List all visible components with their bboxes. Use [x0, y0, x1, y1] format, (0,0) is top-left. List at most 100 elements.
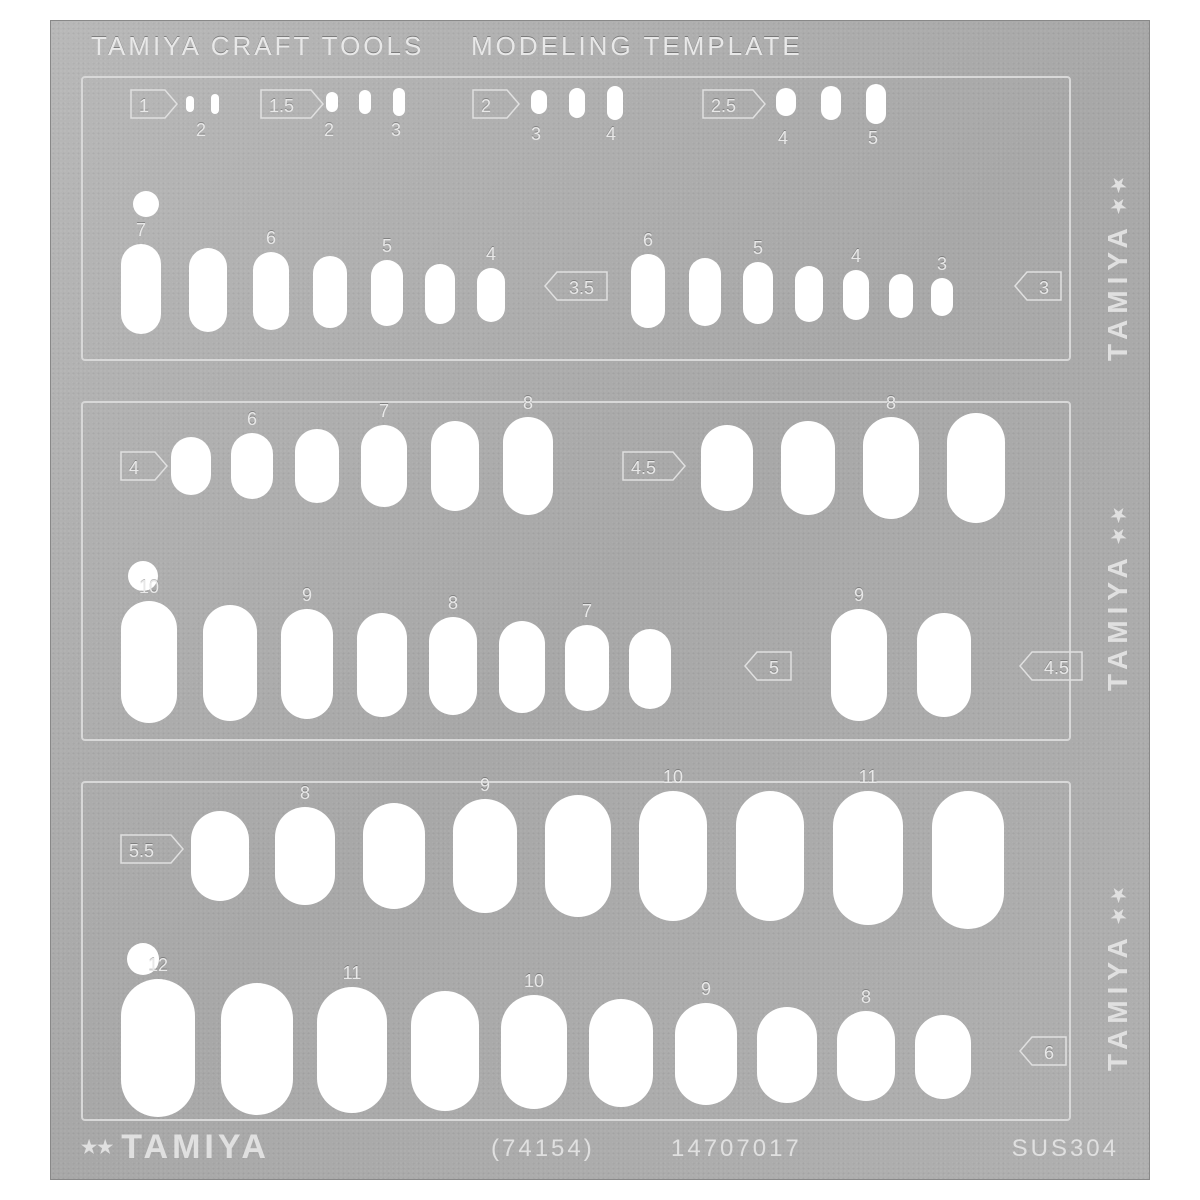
reference-circle — [133, 191, 159, 217]
size-tag: 3 — [1021, 276, 1057, 304]
star-icon: ★★ — [1107, 174, 1129, 216]
template-slot — [833, 791, 903, 925]
brand-name: TAMIYA — [1102, 552, 1134, 691]
template-slot — [429, 617, 477, 715]
panel-1 — [81, 76, 1071, 361]
size-tag-label: 4.5 — [1040, 658, 1073, 679]
template-slot — [121, 244, 161, 334]
slot-label: 7 — [379, 401, 389, 422]
template-slot — [631, 254, 665, 328]
slot-label: 5 — [382, 236, 392, 257]
template-slot — [211, 94, 219, 114]
size-tag: 2.5 — [701, 94, 753, 122]
template-slot — [393, 88, 405, 116]
template-slot — [326, 92, 338, 112]
template-slot — [757, 1007, 817, 1103]
brand-name: TAMIYA — [121, 1128, 270, 1167]
slot-label: 6 — [643, 230, 653, 251]
size-tag-label: 4 — [125, 458, 143, 479]
slot-label: 10 — [663, 767, 683, 788]
bottom-brand: ★★ TAMIYA — [81, 1128, 270, 1167]
template-slot — [503, 417, 553, 515]
slot-label: 6 — [247, 409, 257, 430]
template-slot — [499, 621, 545, 713]
template-slot — [701, 425, 753, 511]
template-slot — [781, 421, 835, 515]
template-slot — [863, 417, 919, 519]
template-slot — [281, 609, 333, 719]
size-tag-label: 4.5 — [627, 458, 660, 479]
star-icon: ★★ — [1107, 504, 1129, 546]
size-tag-label: 5 — [765, 658, 783, 679]
template-slot — [313, 256, 347, 328]
template-slot — [589, 999, 653, 1107]
size-tag: 4.5 — [621, 456, 673, 484]
size-tag: 2 — [471, 94, 507, 122]
template-slot — [431, 421, 479, 511]
slot-label: 2 — [196, 120, 206, 141]
slot-label: 5 — [753, 238, 763, 259]
vertical-brand: TAMIYA ★★ — [1093, 431, 1143, 691]
size-tag: 4.5 — [1026, 656, 1078, 684]
slot-label: 9 — [701, 979, 711, 1000]
template-slot — [191, 811, 249, 901]
template-slot — [477, 268, 505, 322]
template-slot — [545, 795, 611, 917]
size-tag-label: 2 — [477, 96, 495, 117]
brand-name: TAMIYA — [1102, 932, 1134, 1071]
template-slot — [931, 278, 953, 316]
template-slot — [501, 995, 567, 1109]
slot-label: 12 — [148, 955, 168, 976]
template-slot — [821, 86, 841, 120]
template-slot — [363, 803, 425, 909]
slot-label: 8 — [300, 783, 310, 804]
template-slot — [776, 88, 796, 116]
slot-label: 9 — [854, 585, 864, 606]
slot-label: 3 — [531, 124, 541, 145]
vertical-brand: TAMIYA ★★ — [1093, 811, 1143, 1071]
slot-label: 9 — [480, 775, 490, 796]
slot-label: 4 — [606, 124, 616, 145]
template-slot — [675, 1003, 737, 1105]
template-plate: TAMIYA CRAFT TOOLS MODELING TEMPLATE 121… — [50, 20, 1150, 1180]
template-slot — [565, 625, 609, 711]
slot-label: 8 — [886, 393, 896, 414]
template-slot — [203, 605, 257, 721]
slot-label: 6 — [266, 228, 276, 249]
slot-label: 3 — [391, 120, 401, 141]
code-2: 14707017 — [671, 1135, 802, 1163]
size-tag-label: 1 — [135, 96, 153, 117]
slot-label: 11 — [859, 767, 878, 788]
size-tag: 3.5 — [551, 276, 603, 304]
template-slot — [947, 413, 1005, 523]
size-tag: 6 — [1026, 1041, 1062, 1069]
size-tag-label: 2.5 — [707, 96, 740, 117]
size-tag-label: 6 — [1040, 1043, 1058, 1064]
template-slot — [357, 613, 407, 717]
slot-label: 8 — [448, 593, 458, 614]
template-slot — [689, 258, 721, 326]
template-slot — [915, 1015, 971, 1099]
template-slot — [361, 425, 407, 507]
slot-label: 8 — [523, 393, 533, 414]
template-slot — [639, 791, 707, 921]
template-slot — [932, 791, 1004, 929]
slot-label: 4 — [486, 244, 496, 265]
star-icon: ★★ — [1107, 884, 1129, 926]
template-slot — [629, 629, 671, 709]
template-slot — [189, 248, 227, 332]
template-slot — [607, 86, 623, 120]
template-slot — [295, 429, 339, 503]
template-slot — [831, 609, 887, 721]
vertical-brand: TAMIYA ★★ — [1093, 101, 1143, 361]
slot-label: 10 — [524, 971, 544, 992]
brand-name: TAMIYA — [1102, 222, 1134, 361]
template-slot — [186, 96, 194, 112]
template-slot — [253, 252, 289, 330]
template-slot — [736, 791, 804, 921]
template-slot — [531, 90, 547, 114]
template-slot — [411, 991, 479, 1111]
template-slot — [231, 433, 273, 499]
template-slot — [317, 987, 387, 1113]
size-tag: 1 — [129, 94, 165, 122]
